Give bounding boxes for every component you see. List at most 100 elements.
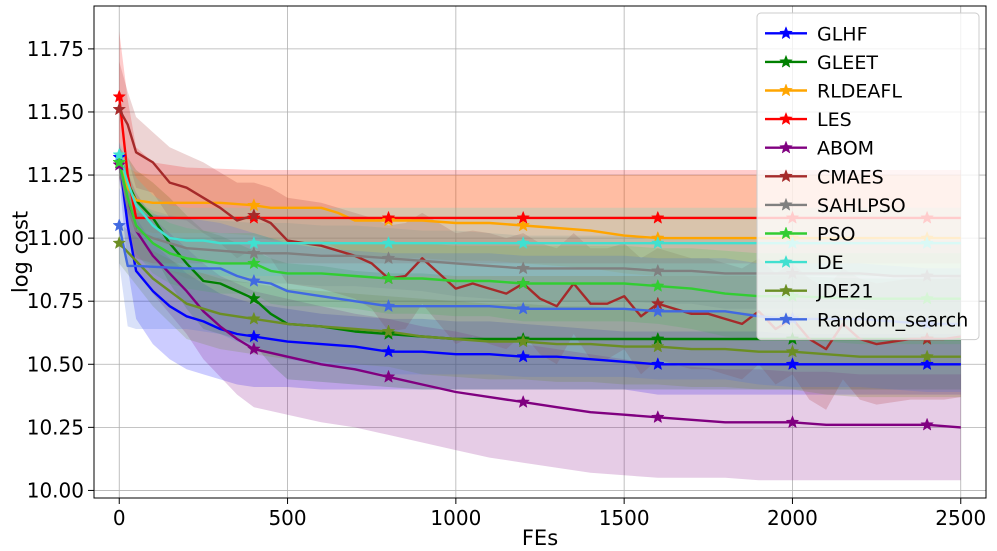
series-marker [381,324,396,338]
axis-ticks: 0 500 1000 1500 2000 2500 10.00 10.25 10.50 10.75… [27,37,986,530]
series-marker [516,334,531,348]
series-marker [650,339,665,353]
legend-swatch-marker [779,140,793,154]
confidence-band [119,142,961,395]
y-tick-label: 10.75 [27,289,84,313]
series-marker [247,341,261,355]
series-marker [381,271,396,285]
series-marker [247,208,261,222]
series-marker [247,329,261,343]
legend-label: RLDEAFL [817,81,902,103]
series-marker [785,415,800,429]
series-marker [112,147,127,161]
confidence-band [119,149,961,312]
x-tick-label: 2000 [767,506,818,530]
series-marker [516,301,531,315]
series-marker [112,89,127,103]
series-marker [516,218,531,232]
y-tick-label: 11.25 [27,163,84,187]
series-marker [381,236,396,249]
series-marker [920,357,934,371]
series-line [118,242,961,358]
x-tick-label: 500 [268,506,306,530]
series-marker [112,155,127,169]
series-marker [381,251,396,265]
legend-label: GLHF [817,23,868,45]
y-tick-label: 11.75 [27,37,84,61]
legend-swatch-marker [779,197,793,211]
confidence-band [119,61,961,410]
legend-swatch-marker [779,111,793,125]
series-marker [650,263,665,277]
x-tick-label: 1500 [599,506,650,530]
legend-swatch-marker [779,226,793,240]
series-marker [247,311,261,325]
series-marker [516,394,531,408]
legend-label: ABOM [817,138,874,160]
legend-label: PSO [817,224,855,246]
legend-swatch-marker [779,254,793,268]
series-marker [650,278,665,292]
legend-swatch-marker [779,26,793,40]
series-marker [247,273,261,287]
confidence-band [119,223,961,398]
confidence-band [119,152,961,481]
series-marker [247,246,261,260]
y-tick-label: 11.50 [27,100,84,124]
series-marker [247,198,261,212]
legend-swatch-marker [779,312,793,326]
series-line [118,108,961,351]
series-marker [650,304,665,318]
x-axis-label: FEs [522,526,558,550]
x-tick-label: 2500 [935,506,986,530]
series-marker [516,210,531,224]
series-marker [785,357,800,371]
plot-frame [93,5,987,499]
series-marker [516,276,531,290]
legend-label: GLEET [817,52,878,74]
series-marker [247,236,261,249]
series-marker [785,344,800,358]
series-line [118,161,961,341]
legend: GLHF GLEET RLDEAFL LES ABOM CMAES SAHLPSO PSO DE… [756,12,980,341]
y-tick-label: 10.25 [27,415,84,439]
series-marker [112,102,127,116]
legend-box [756,12,980,341]
confidence-band [119,187,961,392]
series-marker [516,236,531,249]
series-marker [650,410,665,424]
legend-label: LES [817,109,852,131]
series-line [118,154,961,245]
series-marker [381,299,396,313]
legend-swatch-marker [779,169,793,183]
series-marker [650,210,665,224]
series-marker [247,291,261,305]
legend-label: CMAES [817,166,884,188]
series-marker [247,256,261,270]
y-tick-label: 10.00 [27,478,84,502]
legend-swatch-marker [779,83,793,97]
series-marker [112,218,127,232]
series-line [118,162,961,240]
legend-label: SAHLPSO [817,195,906,217]
confidence-band [119,31,961,264]
series-marker [381,210,396,224]
legend-label: DE [817,252,844,274]
series-marker [650,236,665,249]
series-marker [381,344,396,358]
y-tick-label: 10.50 [27,352,84,376]
y-tick-label: 11.00 [27,226,84,250]
series-marker [381,369,396,383]
series-marker [112,236,127,249]
series-marker [920,349,934,363]
confidence-band [119,147,961,390]
legend-swatch-marker [779,54,793,68]
x-tick-label: 0 [113,506,126,530]
legend-label: JDE21 [816,281,873,303]
series-marker [516,349,531,363]
series-marker [650,357,665,371]
x-tick-label: 1000 [430,506,481,530]
legend-swatch-marker [779,283,793,297]
